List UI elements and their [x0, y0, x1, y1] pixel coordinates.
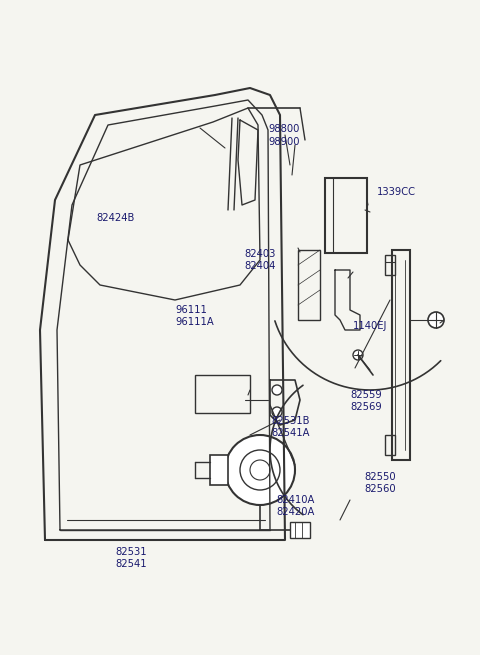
Bar: [385, 435, 395, 455]
Bar: [290, 522, 310, 538]
Bar: [195, 375, 250, 413]
Text: 96111
96111A: 96111 96111A: [175, 305, 214, 327]
Text: 82550
82560: 82550 82560: [365, 472, 396, 494]
Text: 98800
98900: 98800 98900: [269, 124, 300, 147]
Text: 82531
82541: 82531 82541: [115, 547, 147, 569]
Text: 82531B
82541A: 82531B 82541A: [271, 416, 310, 438]
Circle shape: [353, 350, 363, 360]
Circle shape: [225, 435, 295, 505]
Bar: [392, 250, 410, 460]
Circle shape: [272, 407, 282, 417]
Bar: [385, 255, 395, 275]
Text: 1140EJ: 1140EJ: [353, 321, 387, 331]
Bar: [325, 178, 367, 253]
Text: 82410A
82420A: 82410A 82420A: [276, 495, 314, 517]
Text: 82424B: 82424B: [96, 213, 134, 223]
Text: 82403
82404: 82403 82404: [245, 249, 276, 271]
Text: 1339CC: 1339CC: [377, 187, 416, 196]
Circle shape: [428, 312, 444, 328]
Bar: [210, 455, 228, 485]
Bar: [298, 250, 320, 320]
Text: 82559
82569: 82559 82569: [350, 390, 382, 412]
Circle shape: [272, 385, 282, 395]
